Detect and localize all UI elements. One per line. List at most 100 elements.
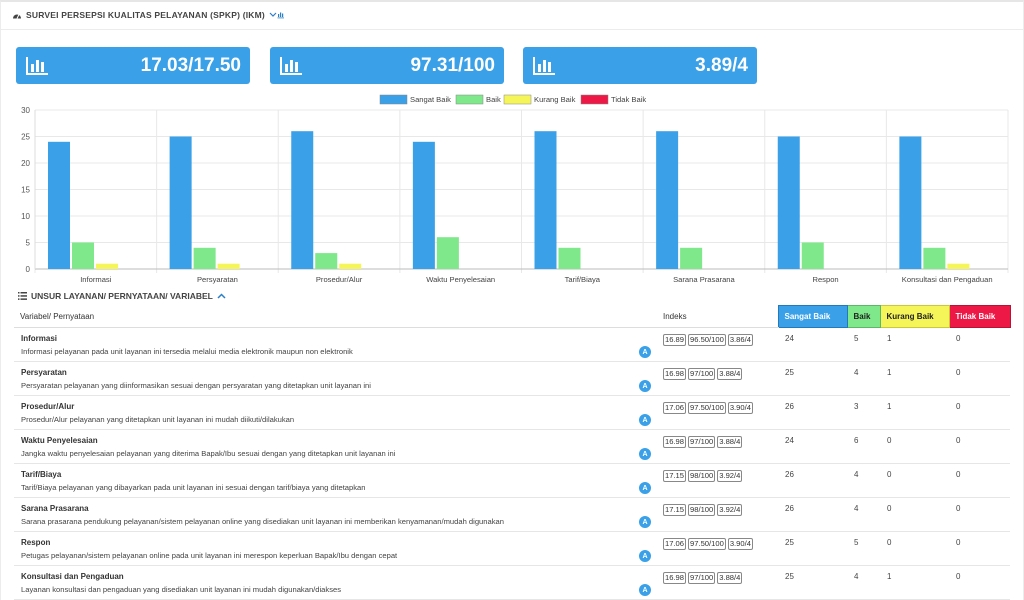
count-kurang-baik: 1 (880, 565, 949, 600)
index-cell: 17.15 98/100 3.92/4 (657, 463, 778, 498)
index-average: 3.92/4 (717, 504, 743, 516)
y-tick-label: 5 (26, 239, 31, 248)
table-row: Sarana Prasarana Sarana prasarana penduku… (14, 497, 1010, 532)
dashboard-icon (13, 13, 21, 19)
count-tidak-baik: 0 (949, 565, 1010, 600)
legend-swatch (455, 94, 484, 105)
legend-swatch (379, 94, 408, 105)
chevron-up-icon[interactable] (217, 293, 226, 299)
grade-badge[interactable]: A (639, 414, 651, 426)
grade-badge[interactable]: A (639, 448, 651, 460)
x-tick-label: Tarif/Biaya (565, 275, 601, 284)
variable-cell: Waktu Penyelesaian Jangka waktu penyelesa… (14, 429, 657, 464)
count-kurang-baik: 0 (880, 531, 949, 566)
count-tidak-baik: 0 (949, 531, 1010, 566)
index-score: 16.98 (663, 368, 687, 380)
index-cell: 16.98 97/100 3.88/4 (657, 429, 778, 464)
variable-title: Waktu Penyelesaian (21, 436, 98, 445)
bar-kurang-baik (339, 263, 362, 269)
bar-baik (923, 247, 946, 269)
variable-cell: Sarana Prasarana Sarana prasarana penduku… (14, 497, 657, 532)
count-sangat-baik: 25 (778, 531, 847, 566)
variable-title: Sarana Prasarana (21, 504, 89, 513)
x-tick-label: Informasi (80, 275, 112, 284)
table-row: Konsultasi dan Pengaduan Layanan konsulta… (14, 565, 1010, 600)
bar-baik (315, 253, 338, 269)
y-tick-label: 20 (21, 159, 30, 168)
count-tidak-baik: 0 (949, 497, 1010, 532)
count-baik: 4 (847, 497, 880, 532)
index-average: 3.90/4 (727, 538, 753, 550)
count-baik: 3 (847, 395, 880, 430)
index-average: 3.90/4 (727, 402, 753, 414)
count-baik: 4 (847, 463, 880, 498)
header-variabel: Variabel/ Pernyataan (14, 305, 657, 328)
y-tick-label: 0 (26, 265, 31, 274)
grade-badge[interactable]: A (639, 550, 651, 562)
bar-kurang-baik (947, 263, 970, 269)
count-kurang-baik: 0 (880, 497, 949, 532)
x-tick-label: Konsultasi dan Pengaduan (902, 275, 993, 284)
bar-chart-icon (26, 56, 48, 75)
bar-sangat-baik (534, 131, 557, 269)
index-cell: 17.15 98/100 3.92/4 (657, 497, 778, 532)
variable-cell: Prosedur/Alur Prosedur/Alur pelayanan yan… (14, 395, 657, 430)
section-title: UNSUR LAYANAN/ PERNYATAAN/ VARIABEL (18, 291, 226, 301)
grade-badge[interactable]: A (639, 482, 651, 494)
bar-kurang-baik (96, 263, 118, 269)
index-cell: 16.89 96.50/100 3.86/4 (657, 327, 778, 362)
bar-baik (193, 247, 216, 269)
y-tick-label: 10 (21, 212, 30, 221)
variable-title: Prosedur/Alur (21, 402, 75, 411)
table-row: Waktu Penyelesaian Jangka waktu penyelesa… (14, 429, 1010, 464)
table-header-row: Variabel/ Pernyataan Indeks Sangat Baik … (14, 305, 1011, 328)
count-sangat-baik: 26 (778, 463, 847, 498)
legend-label: Baik (486, 95, 501, 104)
index-score: 17.06 (663, 402, 687, 414)
bar-sangat-baik (291, 131, 314, 269)
count-sangat-baik: 26 (778, 395, 847, 430)
count-kurang-baik: 1 (880, 361, 949, 396)
legend-label: Tidak Baik (611, 95, 646, 104)
legend-label: Kurang Baik (534, 95, 576, 104)
index-ikm: 98/100 (688, 504, 716, 516)
variable-description: Petugas pelayanan/sistem pelayanan onlin… (21, 551, 398, 560)
x-tick-label: Persyaratan (197, 275, 238, 284)
table-row: Informasi Informasi pelayanan pada unit l… (14, 327, 1010, 362)
variable-cell: Persyaratan Persyaratan pelayanan yang di… (14, 361, 657, 396)
table-row: Persyaratan Persyaratan pelayanan yang di… (14, 361, 1010, 396)
list-icon (18, 292, 27, 300)
index-average: 3.88/4 (717, 368, 743, 380)
count-kurang-baik: 1 (880, 395, 949, 430)
grade-badge[interactable]: A (639, 380, 651, 392)
grade-badge[interactable]: A (639, 584, 651, 596)
index-average: 3.88/4 (717, 572, 743, 584)
header-tidak-baik: Tidak Baik (948, 305, 1011, 328)
bar-sangat-baik (412, 141, 435, 269)
grade-badge[interactable]: A (639, 516, 651, 528)
count-sangat-baik: 26 (778, 497, 847, 532)
variable-title: Respon (21, 538, 51, 547)
variable-title: Konsultasi dan Pengaduan (21, 572, 124, 581)
collapse-toggle[interactable] (269, 11, 285, 19)
index-ikm: 97/100 (688, 572, 716, 584)
header-indeks: Indeks (657, 305, 778, 328)
index-average: 3.92/4 (717, 470, 743, 482)
grade-badge[interactable]: A (639, 346, 651, 358)
table-row: Respon Petugas pelayanan/sistem pelayanan… (14, 531, 1010, 566)
table-row: Prosedur/Alur Prosedur/Alur pelayanan yan… (14, 395, 1010, 430)
section-title-text: UNSUR LAYANAN/ PERNYATAAN/ VARIABEL (31, 291, 213, 301)
panel-header: SURVEI PERSEPSI KUALITAS PELAYANAN (SPKP… (12, 6, 285, 24)
index-ikm: 98/100 (688, 470, 716, 482)
index-cell: 17.06 97.50/100 3.90/4 (657, 395, 778, 430)
index-score: 17.06 (663, 538, 687, 550)
bar-chart-icon (280, 56, 302, 75)
variables-table: Variabel/ Pernyataan Indeks Sangat Baik … (14, 305, 1011, 600)
y-tick-label: 25 (21, 133, 30, 142)
count-baik: 6 (847, 429, 880, 464)
legend-swatch (580, 94, 609, 105)
variable-description: Jangka waktu penyelesaian pelayanan yang… (21, 449, 396, 458)
index-ikm: 96.50/100 (688, 334, 726, 346)
score-value: 17.03/17.50 (140, 54, 241, 76)
x-tick-label: Respon (812, 275, 838, 284)
